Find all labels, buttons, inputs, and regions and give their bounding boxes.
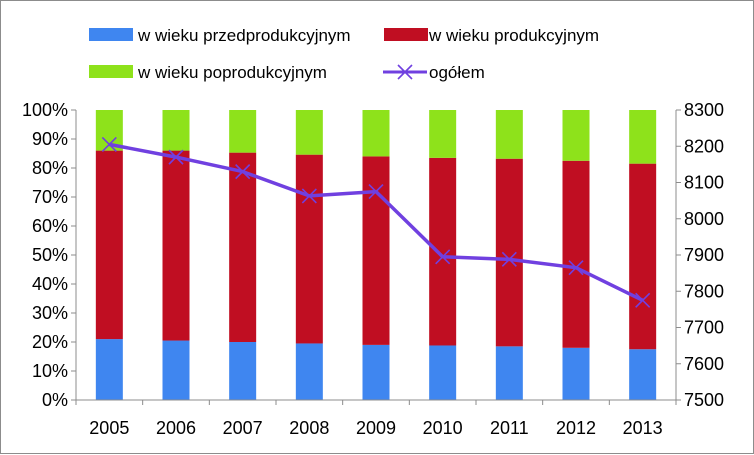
bar-2009-series-0 (362, 344, 390, 400)
legend-item-produkcyjny: w wieku produkcyjnym (384, 26, 599, 45)
x-axis-label-2013: 2013 (623, 418, 663, 438)
right-axis-tick-label: 7700 (684, 318, 724, 338)
line-ogolem-point-2012 (568, 260, 584, 276)
x-axis-label-2010: 2010 (423, 418, 463, 438)
legend-swatch-poprodukcyjny (89, 65, 133, 78)
legend-label-przedprodukcyjny: w wieku przedprodukcyjnym (137, 26, 351, 45)
bar-2013-series-2 (629, 110, 657, 164)
line-ogolem-point-2010 (435, 249, 451, 265)
bar-2007-series-2 (229, 110, 257, 153)
legend-swatch-produkcyjny (384, 28, 428, 41)
right-axis-tick-label: 8100 (684, 173, 724, 193)
bar-2007-series-1 (229, 152, 257, 342)
line-ogolem-point-2006 (168, 149, 184, 165)
right-axis-tick-label: 7800 (684, 281, 724, 301)
legend-item-poprodukcyjny: w wieku poprodukcyjnym (89, 63, 327, 82)
bar-2005-series-0 (95, 339, 123, 400)
legend-item-przedprodukcyjny: w wieku przedprodukcyjnym (89, 26, 351, 45)
legend: w wieku przedprodukcyjnym w wieku produk… (89, 26, 599, 82)
bar-2013-series-1 (629, 163, 657, 350)
plot-area: 0% 10% 20% 30% 40% 50% 60% 70% 80% 90% 100% 7500 760… (22, 100, 724, 438)
legend-label-poprodukcyjny: w wieku poprodukcyjnym (137, 63, 327, 82)
right-axis-tick-label: 8200 (684, 136, 724, 156)
bar-2010-series-1 (429, 157, 457, 346)
right-axis-tick-label: 7900 (684, 245, 724, 265)
right-axis-tick-label: 8000 (684, 209, 724, 229)
left-axis-tick-label: 80% (32, 158, 68, 178)
bar-2012-series-2 (562, 110, 590, 161)
line-ogolem-point-2011 (501, 251, 517, 267)
right-axis-tick-label: 7600 (684, 354, 724, 374)
bar-2012-series-0 (562, 347, 590, 400)
x-axis-label-2009: 2009 (356, 418, 396, 438)
x-axis-label-2006: 2006 (156, 418, 196, 438)
x-axis-label-2012: 2012 (556, 418, 596, 438)
left-axis-tick-label: 20% (32, 332, 68, 352)
bar-2010-series-2 (429, 110, 457, 158)
bar-2008-series-2 (295, 110, 323, 155)
left-axis-tick-label: 0% (42, 390, 68, 410)
bar-2007-series-0 (229, 342, 257, 400)
bar-2013-series-0 (629, 349, 657, 400)
left-axis-tick-label: 100% (22, 100, 68, 120)
right-axis-tick-label: 8300 (684, 100, 724, 120)
left-axis-tick-label: 10% (32, 361, 68, 381)
x-axis-label-2005: 2005 (89, 418, 129, 438)
bar-2006-series-2 (162, 110, 190, 151)
legend-marker-ogolem (397, 64, 413, 80)
legend-label-produkcyjny: w wieku produkcyjnym (428, 26, 599, 45)
line-ogolem-point-2013 (635, 292, 651, 308)
bar-2011-series-1 (495, 158, 523, 347)
line-ogolem-point-2009 (368, 183, 384, 200)
bar-2005-series-1 (95, 150, 123, 340)
bar-2011-series-0 (495, 346, 523, 400)
left-axis-tick-label: 40% (32, 274, 68, 294)
legend-swatch-przedprodukcyjny (89, 28, 133, 41)
x-axis-label-2008: 2008 (289, 418, 329, 438)
bar-2008-series-0 (295, 343, 323, 400)
x-axis-label-2011: 2011 (490, 418, 529, 438)
bar-2009-series-1 (362, 156, 390, 345)
line-ogolem-point-2005 (101, 136, 117, 153)
right-axis-tick-label: 7500 (684, 390, 724, 410)
bar-2011-series-2 (495, 110, 523, 159)
bar-2008-series-1 (295, 154, 323, 344)
bar-2006-series-0 (162, 340, 190, 400)
left-axis-tick-label: 70% (32, 187, 68, 207)
line-ogolem-point-2008 (301, 188, 317, 204)
left-axis-tick-label: 50% (32, 245, 68, 265)
left-axis-tick-label: 90% (32, 129, 68, 149)
left-axis-tick-label: 30% (32, 303, 68, 323)
x-axis-label-2007: 2007 (223, 418, 263, 438)
line-ogolem-point-2007 (235, 164, 251, 180)
left-axis-tick-label: 60% (32, 216, 68, 236)
bar-2009-series-2 (362, 110, 390, 157)
legend-item-ogolem: ogółem (383, 63, 485, 82)
bar-2006-series-1 (162, 150, 190, 341)
legend-label-ogolem: ogółem (429, 63, 485, 82)
bar-2012-series-1 (562, 160, 590, 348)
bar-2010-series-0 (429, 345, 457, 400)
